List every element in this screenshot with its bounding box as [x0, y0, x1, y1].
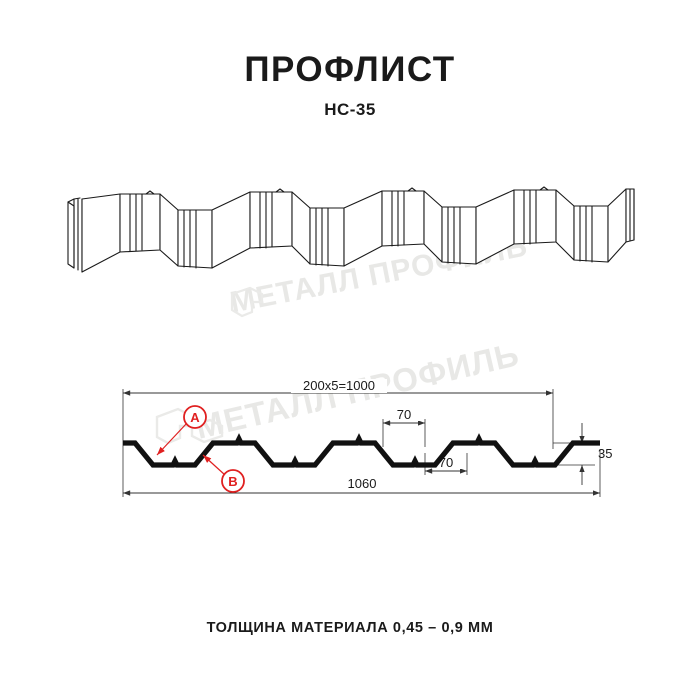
- callout-b-label: B: [228, 474, 237, 489]
- dimension-top-span: 200x5=1000: [123, 378, 553, 396]
- callout-b-circle: [221, 469, 245, 493]
- dimension-top-span-label: 200x5=1000: [303, 378, 375, 393]
- page-title: ПРОФЛИСТ: [244, 50, 456, 89]
- header: ПРОФЛИСТ НС-35: [0, 52, 700, 118]
- callout-a: A: [156, 405, 207, 456]
- cross-section-view: 200x5=1000 1060 70 70 35: [122, 378, 612, 497]
- model-designation: НС-35: [324, 100, 376, 119]
- dimension-height-label: 35: [598, 446, 612, 461]
- callout-b: B: [202, 454, 245, 493]
- thickness-note: ТОЛЩИНА МАТЕРИАЛА 0,45 – 0,9 ММ: [206, 620, 494, 636]
- profile-section-path: [123, 433, 600, 468]
- dimension-overall-width: 1060: [123, 475, 600, 496]
- callout-a-circle: [183, 405, 207, 429]
- dimension-height: 35: [579, 423, 612, 485]
- iso-view: [67, 186, 635, 273]
- dimension-crest-width: 70: [383, 407, 425, 426]
- dimension-crest-width-label: 70: [397, 407, 411, 422]
- dimension-overall-width-label: 1060: [348, 476, 377, 491]
- callout-a-label: A: [190, 410, 200, 425]
